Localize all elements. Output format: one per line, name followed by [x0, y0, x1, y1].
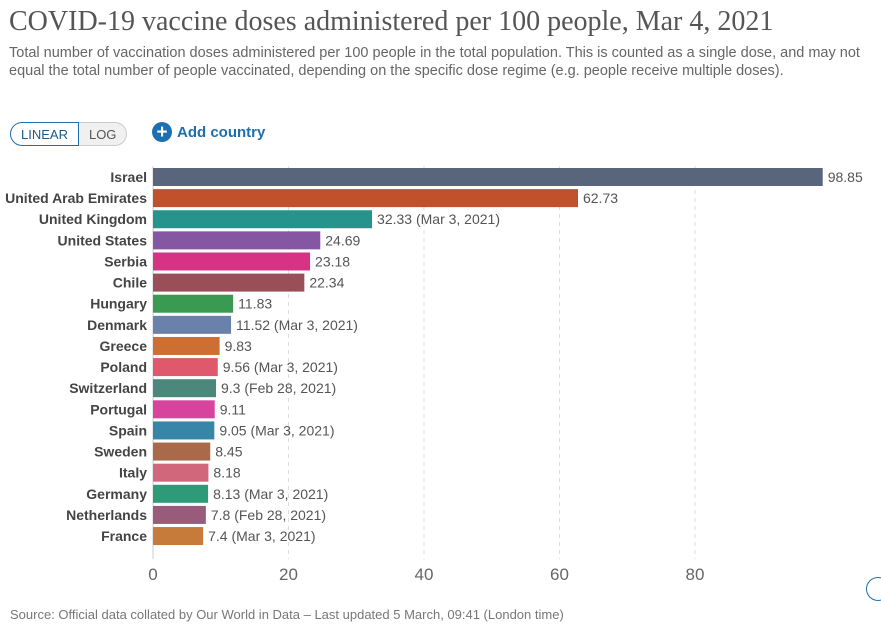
- x-tick-label: 20: [279, 565, 298, 580]
- bar: [153, 294, 234, 313]
- bar: [153, 336, 220, 355]
- category-label: Portugal: [90, 401, 147, 417]
- category-label: Spain: [109, 422, 147, 438]
- value-label: 11.52 (Mar 3, 2021): [236, 317, 358, 333]
- value-label: 22.34: [309, 275, 344, 291]
- add-country-button[interactable]: + Add country: [152, 122, 265, 142]
- bar: [153, 421, 215, 440]
- value-label: 11.83: [238, 296, 272, 312]
- value-label: 8.45: [215, 444, 242, 460]
- category-label: Israel: [110, 169, 147, 185]
- add-country-label: Add country: [177, 123, 266, 141]
- bar: [153, 379, 217, 398]
- value-label: 9.56 (Mar 3, 2021): [223, 359, 338, 375]
- bar: [153, 484, 209, 503]
- source-note: Source: Official data collated by Our Wo…: [10, 607, 564, 622]
- x-tick-label: 40: [415, 565, 434, 580]
- value-label: 32.33 (Mar 3, 2021): [377, 211, 500, 227]
- category-label: Poland: [100, 359, 147, 375]
- value-label: 9.05 (Mar 3, 2021): [219, 422, 334, 438]
- plus-circle-icon: +: [152, 122, 172, 142]
- category-label: Hungary: [90, 296, 147, 312]
- value-label: 9.3 (Feb 28, 2021): [221, 380, 336, 396]
- category-label: Germany: [86, 486, 147, 502]
- x-tick-label: 80: [686, 565, 705, 580]
- bar: [153, 315, 232, 334]
- linear-scale-button[interactable]: LINEAR: [10, 122, 79, 146]
- log-scale-button[interactable]: LOG: [78, 122, 128, 146]
- value-label: 8.13 (Mar 3, 2021): [213, 486, 328, 502]
- bar: [153, 527, 204, 546]
- category-label: France: [101, 528, 147, 544]
- x-tick-label: 60: [550, 565, 569, 580]
- bar: [153, 505, 206, 524]
- bar: [153, 231, 321, 250]
- bar: [153, 168, 823, 186]
- value-label: 9.11: [220, 401, 246, 417]
- bar: [153, 358, 218, 377]
- category-label: Switzerland: [69, 380, 147, 396]
- bar-chart: 0 20 40 60 80 Israel 98.85 United Arab Emirates…: [5, 166, 863, 580]
- value-label: 8.18: [213, 465, 240, 481]
- value-label: 7.8 (Feb 28, 2021): [211, 507, 326, 523]
- corner-action-button[interactable]: [866, 577, 881, 601]
- bar: [153, 442, 211, 461]
- category-label: United Kingdom: [39, 211, 147, 227]
- bar: [153, 273, 305, 292]
- category-label: Chile: [113, 275, 147, 291]
- category-label: Sweden: [94, 444, 147, 460]
- value-label: 24.69: [325, 232, 360, 248]
- bar: [153, 210, 373, 229]
- scale-toggle: LINEAR LOG: [10, 122, 128, 146]
- value-label: 7.4 (Mar 3, 2021): [208, 528, 315, 544]
- category-label: Netherlands: [66, 507, 147, 523]
- value-label: 62.73: [583, 190, 618, 206]
- bar: [153, 463, 209, 482]
- chart-subtitle: Total number of vaccination doses admini…: [9, 45, 860, 79]
- value-label: 9.83: [225, 338, 252, 354]
- x-tick-label: 0: [148, 565, 157, 580]
- chart-title: COVID-19 vaccine doses administered per …: [9, 6, 774, 37]
- category-label: United States: [58, 232, 148, 248]
- bar: [153, 252, 311, 271]
- bar: [153, 189, 578, 208]
- category-label: Greece: [100, 338, 148, 354]
- category-label: United Arab Emirates: [5, 190, 147, 206]
- value-label: 23.18: [315, 253, 350, 269]
- category-label: Serbia: [104, 253, 147, 269]
- value-label: 98.85: [828, 169, 863, 185]
- category-label: Denmark: [87, 317, 147, 333]
- bar: [153, 400, 215, 419]
- category-label: Italy: [119, 465, 147, 481]
